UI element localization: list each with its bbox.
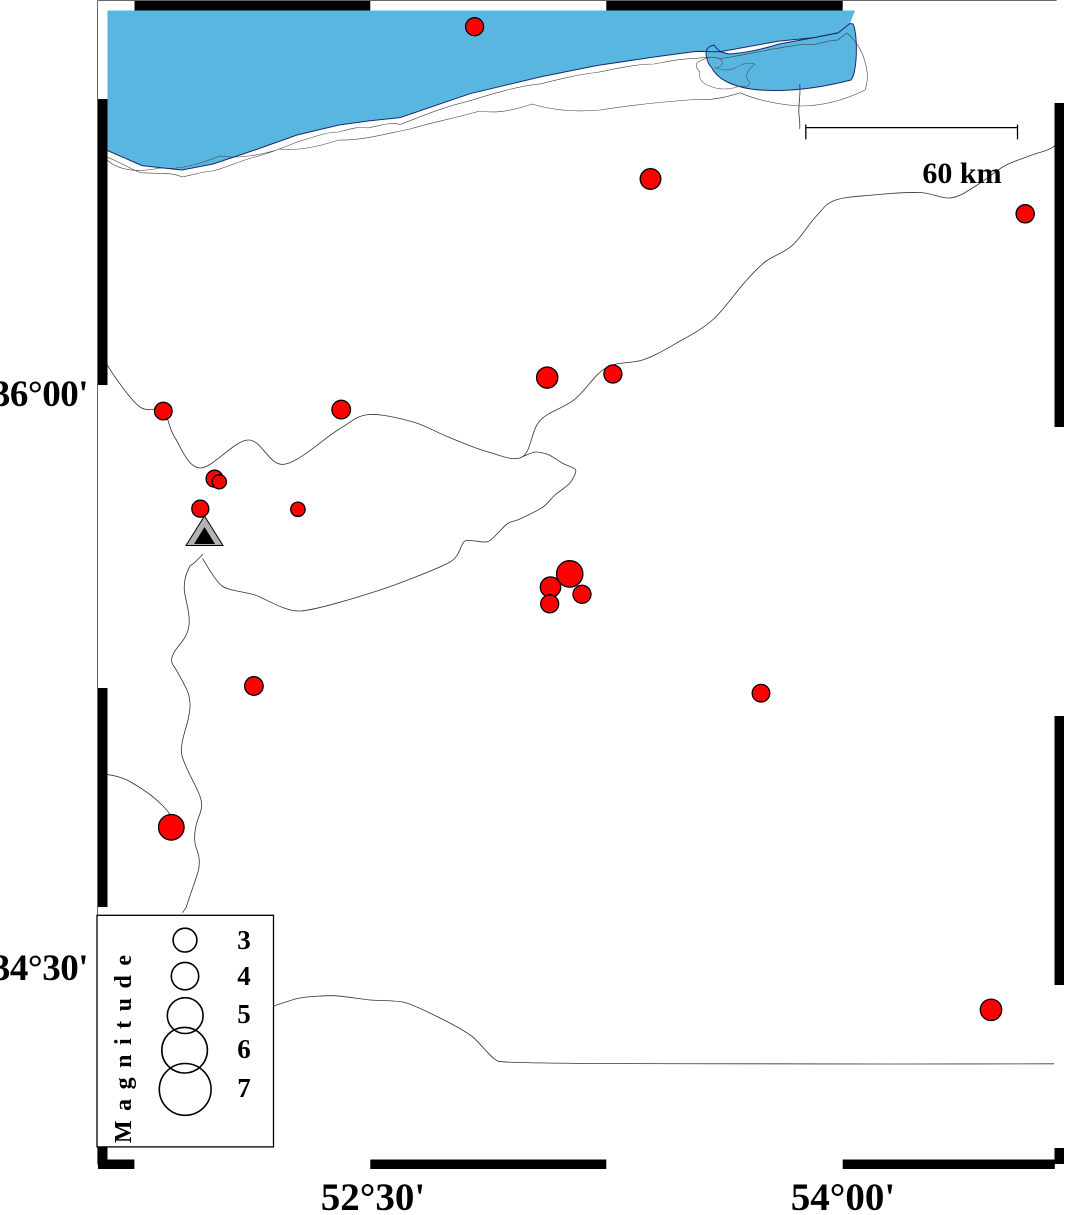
svg-text:5: 5 xyxy=(237,999,251,1029)
svg-text:54°00': 54°00' xyxy=(791,1176,895,1215)
svg-text:60 km: 60 km xyxy=(922,157,1001,190)
svg-text:3: 3 xyxy=(237,925,251,955)
svg-text:34°30': 34°30' xyxy=(0,948,88,989)
svg-text:52°30': 52°30' xyxy=(321,1176,425,1215)
svg-text:6: 6 xyxy=(237,1034,251,1064)
svg-text:7: 7 xyxy=(237,1073,251,1103)
svg-text:Magnitude: Magnitude xyxy=(111,945,137,1143)
svg-text:36°00': 36°00' xyxy=(0,374,88,415)
svg-text:4: 4 xyxy=(237,961,251,991)
